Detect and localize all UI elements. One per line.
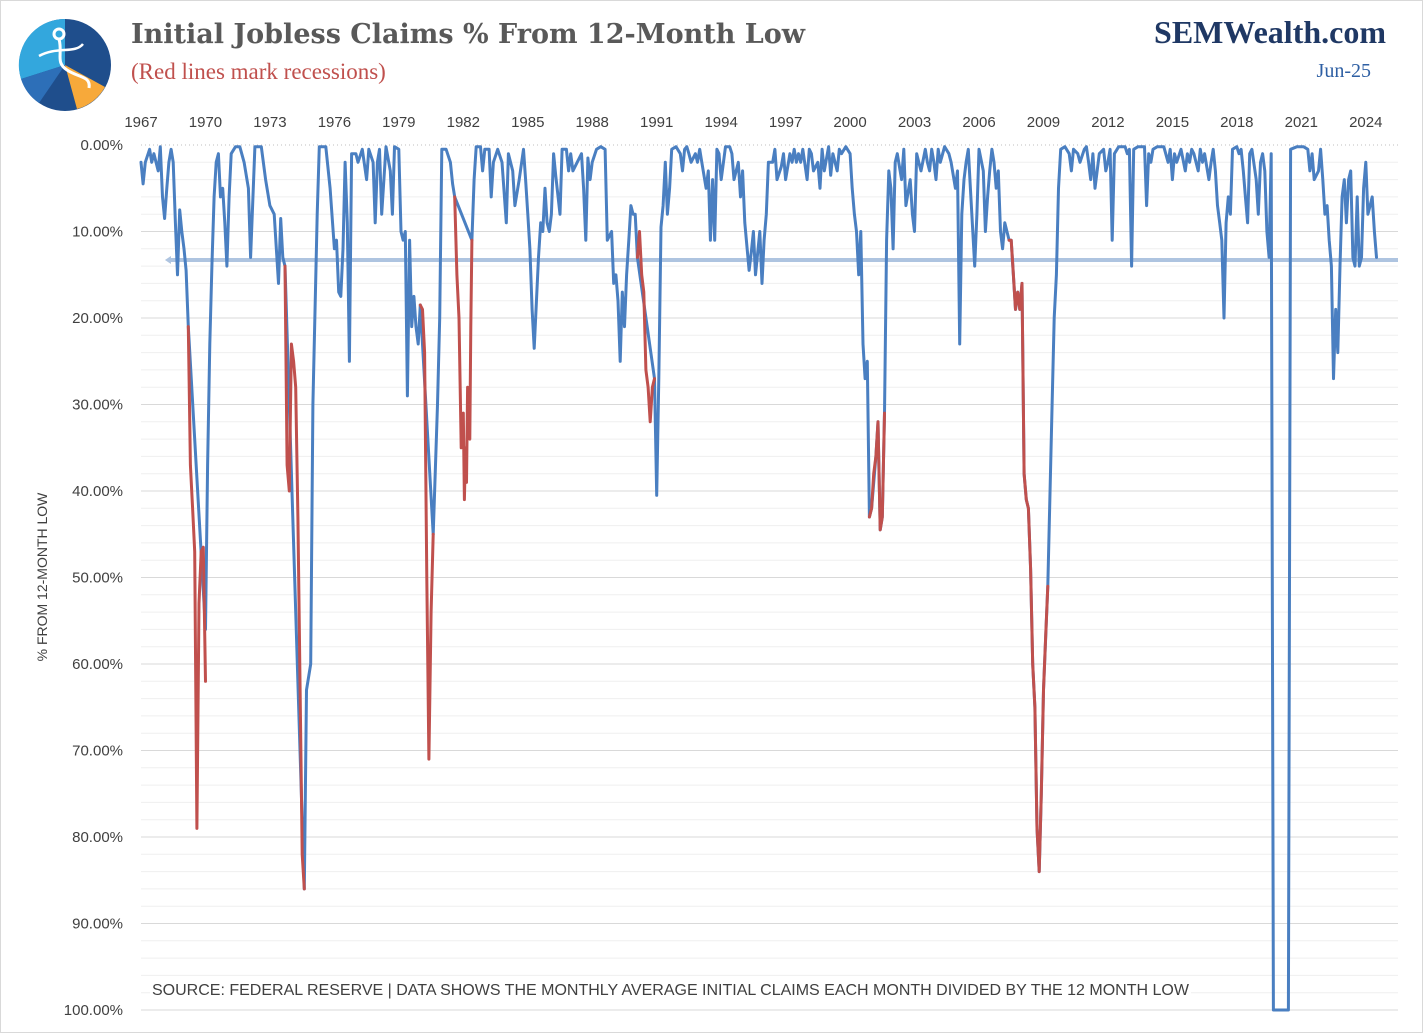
x-tick-label: 2012: [1091, 114, 1124, 131]
recession-line: [867, 411, 886, 532]
recession-line: [453, 195, 474, 502]
y-tick-label: 20.00%: [72, 310, 123, 327]
chart-date: Jun-25: [1316, 60, 1371, 82]
x-tick-label: 2009: [1027, 114, 1060, 131]
x-tick-label: 2006: [962, 114, 995, 131]
x-axis-ticks: 1967 1970 1973 1976 1979 1982 1985 1988 1991 1994…: [124, 114, 1382, 131]
y-tick-label: 70.00%: [72, 743, 123, 760]
x-tick-label: 2024: [1349, 114, 1382, 131]
chart-gridlines: [141, 144, 1398, 1011]
x-tick-label: 2000: [833, 114, 866, 131]
y-tick-label: 30.00%: [72, 397, 123, 414]
y-axis-label: % FROM 12-MONTH LOW: [34, 492, 50, 662]
y-tick-label: 0.00%: [80, 137, 123, 154]
x-tick-label: 1982: [447, 114, 480, 131]
x-tick-label: 1970: [189, 114, 222, 131]
x-tick-label: 1976: [318, 114, 351, 131]
x-tick-label: 1985: [511, 114, 544, 131]
claims-line: [139, 145, 1378, 1012]
y-tick-label: 100.00%: [64, 1002, 123, 1019]
x-tick-label: 1979: [382, 114, 415, 131]
recession-line: [186, 325, 207, 830]
chart-title: Initial Jobless Claims % From 12-Month L…: [131, 19, 805, 50]
source-note: SOURCE: FEDERAL RESERVE | DATA SHOWS THE…: [150, 982, 1191, 1000]
y-tick-label: 60.00%: [72, 656, 123, 673]
reference-line-group: [164, 256, 1398, 265]
x-tick-label: 1994: [704, 114, 737, 131]
x-tick-label: 1988: [576, 114, 609, 131]
x-tick-label: 1997: [769, 114, 802, 131]
x-tick-label: 2021: [1285, 114, 1318, 131]
brand-name: SEMWealth.com: [1154, 14, 1386, 50]
x-tick-label: 2003: [898, 114, 931, 131]
y-axis-ticks: 0.00% 10.00% 20.00% 30.00% 40.00% 50.00% 60.00…: [64, 137, 123, 1019]
y-tick-label: 10.00%: [72, 224, 123, 241]
x-tick-label: 2018: [1220, 114, 1253, 131]
y-tick-label: 80.00%: [72, 829, 123, 846]
x-tick-label: 1967: [124, 114, 157, 131]
chart-subtitle: (Red lines mark recessions): [131, 59, 386, 84]
recession-line: [635, 230, 656, 424]
y-tick-label: 90.00%: [72, 916, 123, 933]
x-tick-label: 1991: [640, 114, 673, 131]
x-tick-label: 2015: [1156, 114, 1189, 131]
y-tick-label: 50.00%: [72, 570, 123, 587]
recession-line: [1007, 238, 1050, 874]
data-series-group: [139, 145, 1378, 1012]
reference-line-arrow: [164, 256, 171, 265]
y-tick-label: 40.00%: [72, 483, 123, 500]
semwealth-logo-icon: [18, 18, 111, 111]
recession-line: [283, 264, 306, 891]
x-tick-label: 1973: [253, 114, 286, 131]
recession-line: [418, 303, 435, 761]
